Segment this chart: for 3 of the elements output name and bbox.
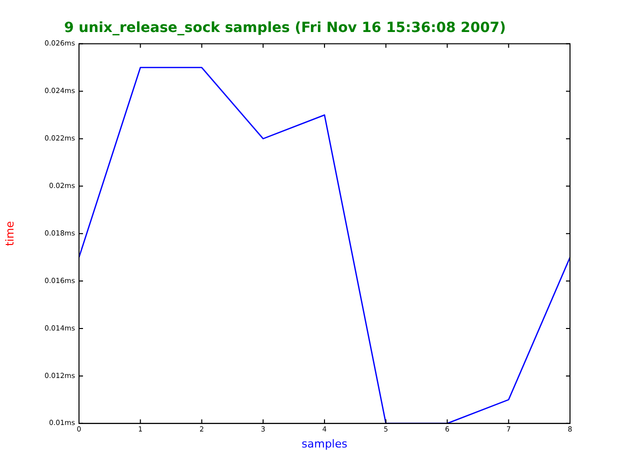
x-axis-title: samples [302,437,348,450]
y-axis-title: time [3,220,16,246]
chart-title: 9 unix_release_sock samples (Fri Nov 16 15:36:08 2007) [64,20,506,36]
